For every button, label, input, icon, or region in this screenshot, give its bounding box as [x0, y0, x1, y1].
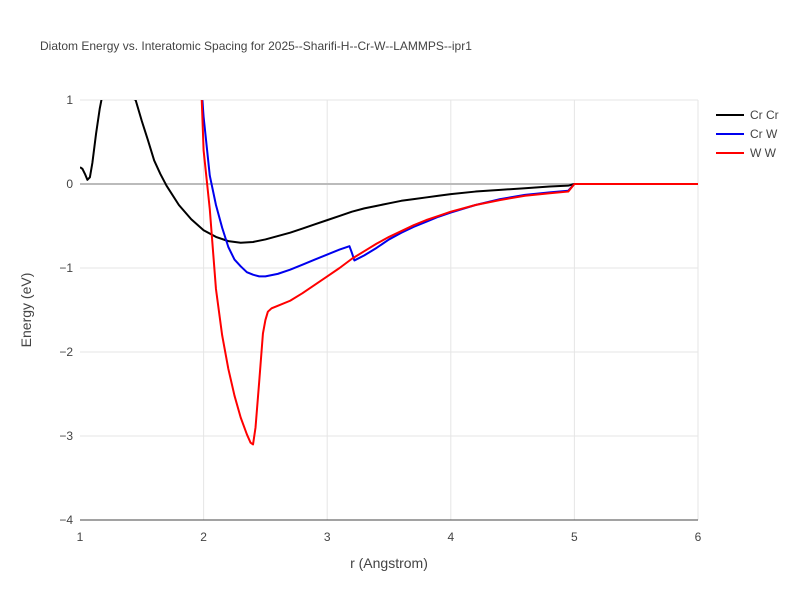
axis-ticks: 1 2 3 4 5 6 1 0 −1 −2 −3 −4 — [59, 93, 701, 544]
y-tick-label: −3 — [59, 429, 73, 443]
y-tick-label: 0 — [66, 177, 73, 191]
legend-label: Cr W — [750, 127, 778, 141]
series-line-cr-cr — [80, 100, 698, 244]
x-tick-label: 1 — [77, 530, 84, 544]
series-lines — [80, 100, 698, 446]
legend-label: Cr Cr — [750, 108, 779, 122]
y-tick-label: 1 — [66, 93, 73, 107]
x-tick-label: 6 — [695, 530, 702, 544]
chart-title: Diatom Energy vs. Interatomic Spacing fo… — [40, 39, 472, 53]
legend-item[interactable]: W W — [716, 146, 777, 160]
x-tick-label: 4 — [447, 530, 454, 544]
legend-item[interactable]: Cr W — [716, 127, 778, 141]
y-axis-label: Energy (eV) — [18, 273, 34, 348]
x-tick-label: 2 — [200, 530, 207, 544]
y-tick-label: −2 — [59, 345, 73, 359]
legend-item[interactable]: Cr Cr — [716, 108, 779, 122]
x-axis-label: r (Angstrom) — [350, 555, 428, 571]
y-tick-label: −1 — [59, 261, 73, 275]
x-tick-label: 3 — [324, 530, 331, 544]
legend-label: W W — [750, 146, 777, 160]
y-tick-label: −4 — [59, 513, 73, 527]
series-line-w-w — [200, 100, 698, 446]
x-tick-label: 5 — [571, 530, 578, 544]
legend[interactable]: Cr Cr Cr W W W — [716, 108, 779, 160]
